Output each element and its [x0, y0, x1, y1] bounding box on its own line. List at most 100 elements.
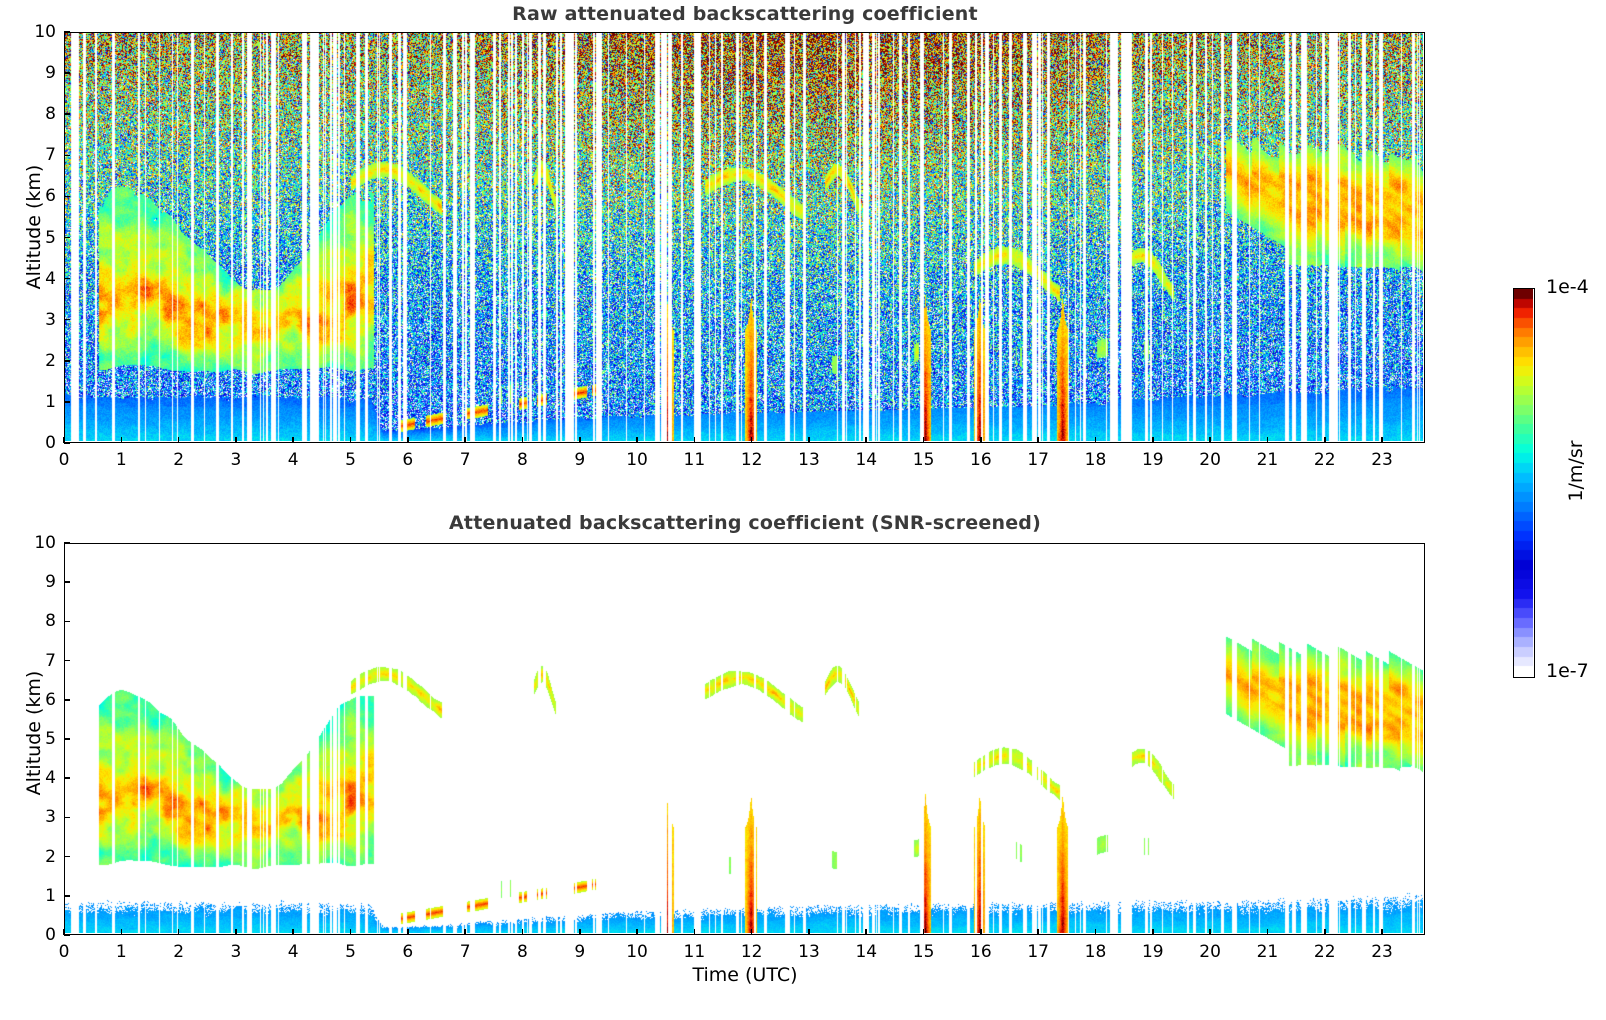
panel-title-screened: Attenuated backscattering coefficient (S… [449, 512, 1041, 534]
x-tick [578, 929, 581, 935]
y-tick [64, 738, 70, 740]
x-tick [177, 437, 180, 443]
x-tick-label: 18 [1084, 450, 1107, 470]
y-tick-label: 10 [34, 22, 56, 42]
panel-title-raw: Raw attenuated backscattering coefficien… [512, 3, 978, 25]
y-tick [64, 195, 70, 198]
x-tick-label: 9 [574, 942, 586, 962]
y-tick [64, 154, 70, 157]
x-tick-label: 7 [459, 450, 471, 470]
y-tick-label: 7 [45, 650, 56, 671]
x-tick-label: 19 [1141, 942, 1164, 962]
x-tick [1209, 929, 1211, 935]
x-tick-label: 19 [1141, 450, 1164, 470]
x-tick-label: 23 [1371, 942, 1393, 962]
x-tick-label: 13 [798, 942, 820, 962]
y-tick [64, 542, 70, 544]
x-tick-label: 8 [517, 942, 528, 962]
x-tick-label: 20 [1199, 942, 1221, 962]
y-tick-label: 0 [45, 433, 56, 453]
x-tick-label: 11 [683, 450, 706, 470]
x-tick [693, 929, 696, 935]
colorbar-min-label: 1e-7 [1546, 660, 1589, 682]
y-tick [64, 581, 70, 583]
x-tick [578, 437, 581, 443]
x-tick [120, 437, 123, 443]
x-tick [292, 437, 294, 443]
y-tick-label: 9 [45, 572, 56, 593]
colorbar-unit-label: 1/m/sr [1565, 440, 1587, 502]
x-tick [464, 437, 466, 443]
x-tick [63, 929, 65, 935]
y-tick [64, 934, 70, 936]
x-tick [1381, 929, 1383, 935]
x-tick [177, 929, 180, 935]
x-tick [63, 437, 65, 443]
x-tick-label: 0 [58, 942, 70, 962]
x-tick-label: 0 [58, 450, 70, 470]
x-tick-label: 22 [1313, 450, 1336, 470]
x-tick-label: 4 [287, 942, 299, 962]
y-tick-label: 2 [45, 350, 56, 371]
x-tick-label: 3 [230, 450, 242, 470]
y-axis-label-screened: Altitude (km) [23, 670, 45, 796]
x-tick-label: 17 [1027, 450, 1050, 470]
y-tick-label: 4 [45, 768, 56, 789]
x-axis-label: Time (UTC) [692, 964, 798, 986]
x-tick [235, 929, 237, 935]
y-tick-label: 8 [45, 104, 56, 125]
x-tick-label: 3 [230, 942, 242, 962]
x-tick [922, 929, 925, 935]
x-tick-label: 5 [345, 942, 356, 962]
colorbar-gradient [1513, 288, 1535, 678]
y-tick-label: 3 [45, 309, 56, 330]
x-tick [808, 929, 810, 935]
y-tick [64, 816, 70, 819]
x-tick [1209, 437, 1211, 443]
y-tick [64, 442, 70, 444]
x-tick-label: 1 [115, 942, 127, 962]
x-tick [636, 929, 638, 935]
x-tick [1152, 929, 1154, 935]
x-tick-label: 23 [1371, 450, 1393, 470]
x-tick [1094, 929, 1097, 935]
y-tick [64, 777, 70, 779]
y-tick-label: 3 [45, 807, 56, 828]
x-tick [521, 929, 524, 935]
y-tick [64, 401, 70, 403]
x-tick-label: 21 [1256, 450, 1279, 470]
x-tick [1323, 437, 1326, 443]
x-tick-label: 4 [287, 450, 299, 470]
y-tick [64, 895, 70, 897]
x-tick [464, 929, 466, 935]
y-tick [64, 236, 70, 239]
colorbar [1513, 288, 1535, 678]
y-tick-label: 9 [45, 63, 56, 84]
y-tick-label: 6 [45, 689, 56, 710]
y-tick [64, 360, 70, 362]
y-tick-label: 6 [45, 186, 56, 207]
y-tick-label: 4 [45, 268, 56, 289]
x-tick [349, 929, 352, 935]
x-tick [750, 929, 753, 935]
x-tick [1037, 437, 1039, 443]
x-tick [865, 929, 868, 935]
y-tick-label: 7 [45, 145, 56, 166]
y-tick [64, 277, 70, 280]
x-tick-label: 9 [574, 450, 586, 470]
y-tick [64, 659, 70, 662]
y-axis-label-raw: Altitude (km) [23, 164, 45, 290]
x-tick [980, 929, 982, 935]
x-tick-label: 6 [402, 450, 414, 470]
y-tick [64, 699, 70, 701]
y-tick-label: 8 [45, 611, 56, 632]
x-tick-label: 21 [1256, 942, 1279, 962]
x-tick-label: 2 [173, 942, 185, 962]
x-tick-label: 22 [1313, 942, 1336, 962]
x-tick [636, 437, 638, 443]
x-tick-label: 15 [912, 450, 935, 470]
x-tick-label: 18 [1084, 942, 1107, 962]
x-tick-label: 8 [517, 450, 528, 470]
x-tick-label: 12 [740, 450, 763, 470]
